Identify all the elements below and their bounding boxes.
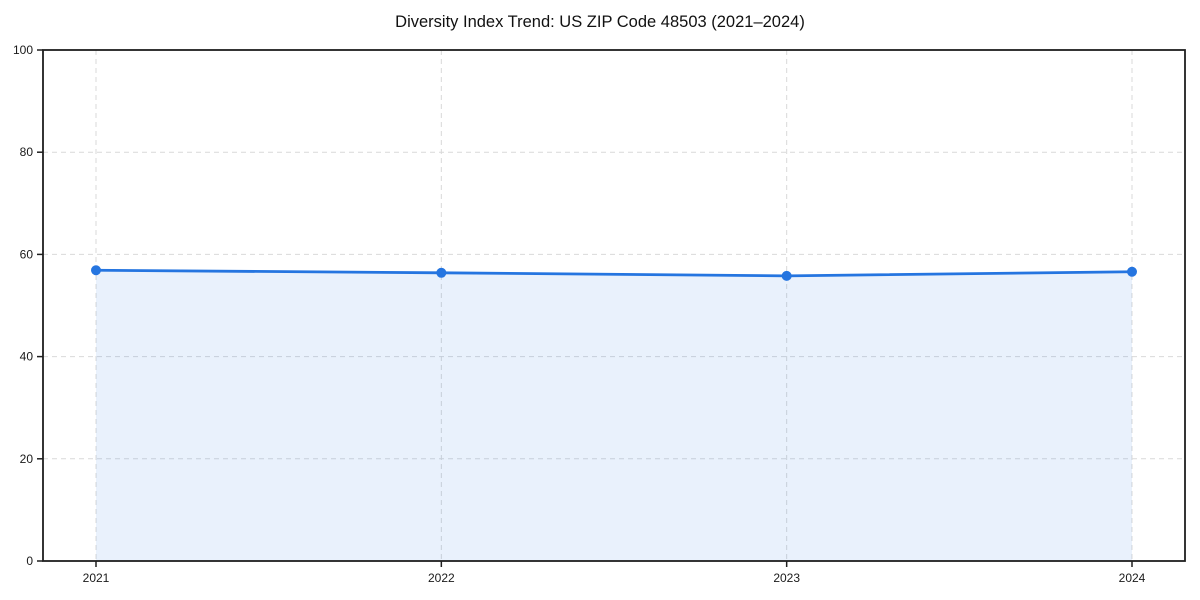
y-tick-label: 100 <box>13 43 33 57</box>
area-fill <box>96 270 1132 561</box>
y-tick-label: 60 <box>20 247 34 261</box>
x-tick-label: 2023 <box>773 571 800 585</box>
data-point <box>781 270 792 281</box>
x-tick-label: 2022 <box>428 571 455 585</box>
y-tick-label: 20 <box>20 452 34 466</box>
data-point <box>436 267 447 278</box>
y-tick-label: 0 <box>26 554 33 568</box>
y-tick-label: 40 <box>20 350 34 364</box>
plot-border <box>42 49 1186 562</box>
y-tick-label: 80 <box>20 145 34 159</box>
data-point <box>91 265 101 276</box>
trend-line <box>94 268 1134 278</box>
data-point <box>1127 266 1137 277</box>
chart-title: Diversity Index Trend: US ZIP Code 48503… <box>395 13 805 31</box>
x-tick-label: 2024 <box>1119 571 1146 585</box>
x-tick-label: 2021 <box>83 571 110 585</box>
plot-background <box>43 50 1185 561</box>
